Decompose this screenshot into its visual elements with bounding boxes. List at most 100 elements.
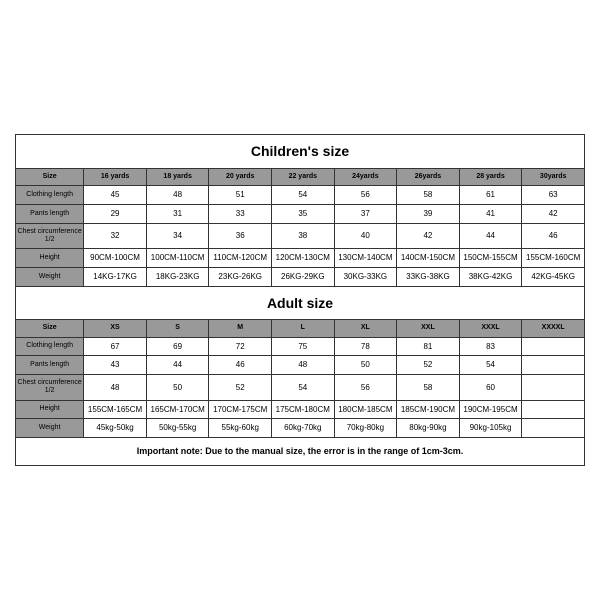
children-cell: 120CM-130CM	[272, 249, 335, 268]
children-col-header: 16 yards	[84, 169, 147, 186]
adult-title: Adult size	[16, 286, 585, 320]
children-cell: 63	[522, 186, 585, 205]
adult-cell: 48	[272, 356, 335, 375]
note-text: Important note: Due to the manual size, …	[16, 437, 585, 465]
adult-cell: 155CM-165CM	[84, 400, 147, 419]
adult-data-row: Pants length43444648505254	[16, 356, 585, 375]
children-cell: 31	[146, 205, 209, 224]
children-title-row: Children's size	[16, 135, 585, 169]
children-cell: 14KG-17KG	[84, 268, 147, 287]
children-cell: 33	[209, 205, 272, 224]
adult-row-label: Pants length	[16, 356, 84, 375]
children-data-row: Clothing length4548515456586163	[16, 186, 585, 205]
children-cell: 58	[397, 186, 460, 205]
children-cell: 38KG-42KG	[459, 268, 522, 287]
children-col-header: 30yards	[522, 169, 585, 186]
children-cell: 42	[522, 205, 585, 224]
children-cell: 90CM-100CM	[84, 249, 147, 268]
children-cell: 30KG-33KG	[334, 268, 397, 287]
adult-col-header: M	[209, 320, 272, 337]
adult-cell: 55kg-60kg	[209, 419, 272, 438]
children-cell: 39	[397, 205, 460, 224]
adult-data-row: Clothing length67697275788183	[16, 337, 585, 356]
adult-cell: 56	[334, 374, 397, 400]
adult-cell: 52	[397, 356, 460, 375]
adult-cell: 58	[397, 374, 460, 400]
children-cell: 46	[522, 223, 585, 249]
children-cell: 51	[209, 186, 272, 205]
children-col-header: 18 yards	[146, 169, 209, 186]
size-table: Children's sizeSize16 yards18 yards20 ya…	[15, 134, 585, 465]
children-data-row: Weight14KG-17KG18KG-23KG23KG-26KG26KG-29…	[16, 268, 585, 287]
adult-cell: 180CM-185CM	[334, 400, 397, 419]
adult-col-header: S	[146, 320, 209, 337]
adult-row-label: Weight	[16, 419, 84, 438]
children-cell: 26KG-29KG	[272, 268, 335, 287]
children-col-header: 22 yards	[272, 169, 335, 186]
children-col-header: 24yards	[334, 169, 397, 186]
adult-col-header: XXXXL	[522, 320, 585, 337]
children-cell: 38	[272, 223, 335, 249]
adult-cell: 48	[84, 374, 147, 400]
adult-data-row: Height155CM-165CM165CM-170CM170CM-175CM1…	[16, 400, 585, 419]
children-cell: 45	[84, 186, 147, 205]
children-row-label: Clothing length	[16, 186, 84, 205]
adult-cell: 45kg-50kg	[84, 419, 147, 438]
adult-cell: 46	[209, 356, 272, 375]
adult-cell: 50	[334, 356, 397, 375]
adult-cell: 50	[146, 374, 209, 400]
adult-cell: 90kg-105kg	[459, 419, 522, 438]
children-cell: 37	[334, 205, 397, 224]
adult-cell	[522, 356, 585, 375]
adult-cell: 185CM-190CM	[397, 400, 460, 419]
children-cell: 18KG-23KG	[146, 268, 209, 287]
note-row: Important note: Due to the manual size, …	[16, 437, 585, 465]
children-col-header: 20 yards	[209, 169, 272, 186]
adult-cell: 190CM-195CM	[459, 400, 522, 419]
children-data-row: Height90CM-100CM100CM-110CM110CM-120CM12…	[16, 249, 585, 268]
children-data-row: Chest circumference 1/23234363840424446	[16, 223, 585, 249]
adult-cell	[522, 419, 585, 438]
children-cell: 61	[459, 186, 522, 205]
children-cell: 41	[459, 205, 522, 224]
adult-cell: 60	[459, 374, 522, 400]
adult-cell: 70kg-80kg	[334, 419, 397, 438]
adult-col-header: L	[272, 320, 335, 337]
children-row-label: Weight	[16, 268, 84, 287]
children-title: Children's size	[16, 135, 585, 169]
adult-cell: 54	[459, 356, 522, 375]
adult-cell: 80kg-90kg	[397, 419, 460, 438]
adult-data-row: Weight45kg-50kg50kg-55kg55kg-60kg60kg-70…	[16, 419, 585, 438]
adult-cell	[522, 337, 585, 356]
children-row-label: Chest circumference 1/2	[16, 223, 84, 249]
adult-row-label: Chest circumference 1/2	[16, 374, 84, 400]
children-header-row: Size16 yards18 yards20 yards22 yards24ya…	[16, 169, 585, 186]
adult-cell: 54	[272, 374, 335, 400]
children-data-row: Pants length2931333537394142	[16, 205, 585, 224]
children-row-label: Height	[16, 249, 84, 268]
adult-cell	[522, 374, 585, 400]
adult-col-header: Size	[16, 320, 84, 337]
children-cell: 33KG-38KG	[397, 268, 460, 287]
children-row-label: Pants length	[16, 205, 84, 224]
children-cell: 56	[334, 186, 397, 205]
adult-title-row: Adult size	[16, 286, 585, 320]
children-cell: 130CM-140CM	[334, 249, 397, 268]
adult-cell: 67	[84, 337, 147, 356]
children-cell: 36	[209, 223, 272, 249]
adult-cell: 72	[209, 337, 272, 356]
adult-header-row: SizeXSSMLXLXXLXXXLXXXXL	[16, 320, 585, 337]
adult-cell: 175CM-180CM	[272, 400, 335, 419]
adult-row-label: Height	[16, 400, 84, 419]
adult-cell: 78	[334, 337, 397, 356]
adult-data-row: Chest circumference 1/248505254565860	[16, 374, 585, 400]
size-chart-wrapper: Children's sizeSize16 yards18 yards20 ya…	[15, 134, 585, 465]
children-cell: 29	[84, 205, 147, 224]
adult-cell: 69	[146, 337, 209, 356]
adult-col-header: XXL	[397, 320, 460, 337]
adult-col-header: XXXL	[459, 320, 522, 337]
adult-cell: 170CM-175CM	[209, 400, 272, 419]
children-cell: 35	[272, 205, 335, 224]
children-col-header: 28 yards	[459, 169, 522, 186]
children-cell: 140CM-150CM	[397, 249, 460, 268]
